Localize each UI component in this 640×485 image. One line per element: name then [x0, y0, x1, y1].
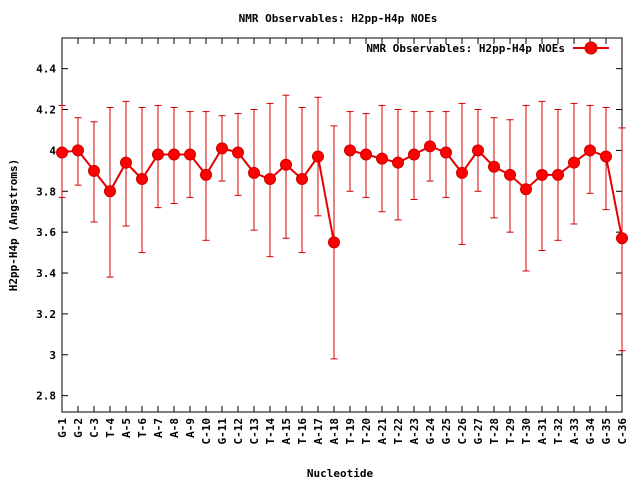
data-point — [552, 168, 564, 181]
x-tick-label: G-27 — [472, 418, 485, 445]
x-tick-label: G-11 — [216, 418, 229, 445]
x-tick-label: A-23 — [408, 418, 421, 445]
x-axis-ticks: G-1 G-2 C-3 T-4 A-5 T-6 A-7 A-8 A-9 C-10 G-11 C-12 C… — [56, 38, 629, 445]
y-tick-label: 4.4 — [36, 63, 56, 76]
x-tick-label: A-7 — [152, 418, 165, 438]
x-tick-label: C-3 — [88, 418, 101, 438]
data-point — [312, 150, 324, 163]
data-points — [56, 140, 628, 249]
x-tick-label: A-33 — [568, 418, 581, 445]
y-tick-label: 3.2 — [36, 308, 56, 321]
data-point — [264, 173, 276, 186]
data-point — [56, 146, 68, 159]
data-point — [568, 156, 580, 169]
series-line-segment — [61, 147, 335, 243]
data-point — [216, 142, 228, 155]
y-tick-label: 4.2 — [36, 104, 56, 117]
data-point — [88, 164, 100, 177]
x-tick-label: T-32 — [552, 418, 565, 445]
x-tick-label: T-16 — [296, 418, 309, 445]
data-point — [392, 156, 404, 169]
y-axis-ticks: 2.8 3 3.2 3.4 3.6 3.8 4 4.2 4.4 — [36, 63, 622, 403]
x-tick-label: T-14 — [264, 418, 277, 445]
data-point — [104, 185, 116, 198]
x-tick-label: G-24 — [424, 418, 437, 445]
plot-frame — [61, 37, 623, 413]
data-point — [584, 144, 596, 157]
x-tick-label: T-28 — [488, 418, 501, 445]
data-point — [152, 148, 164, 161]
data-point — [408, 148, 420, 161]
data-point — [504, 168, 516, 181]
data-point — [440, 146, 452, 159]
data-point — [328, 236, 340, 249]
x-tick-label: T-20 — [360, 418, 373, 445]
data-point — [280, 158, 292, 171]
data-point — [120, 156, 132, 169]
x-tick-label: T-6 — [136, 418, 149, 438]
data-point — [616, 232, 628, 245]
x-tick-label: A-5 — [120, 418, 133, 438]
data-point — [424, 140, 436, 153]
x-tick-label: T-19 — [344, 418, 357, 445]
x-tick-label: T-30 — [520, 418, 533, 445]
legend-marker — [584, 41, 598, 55]
y-tick-label: 2.8 — [36, 390, 56, 403]
data-point — [360, 148, 372, 161]
error-bars — [58, 94, 626, 360]
x-tick-label: C-26 — [456, 418, 469, 445]
legend: NMR Observables: H2pp-H4p NOEs — [366, 41, 609, 55]
y-axis-label: H2pp-H4p (Angstroms) — [7, 159, 20, 291]
legend-label: NMR Observables: H2pp-H4p NOEs — [366, 42, 565, 55]
data-point — [344, 144, 356, 157]
x-tick-label: G-35 — [600, 418, 613, 445]
data-point — [520, 183, 532, 196]
data-point — [488, 160, 500, 173]
y-tick-label: 3.8 — [36, 185, 56, 198]
y-tick-label: 3.4 — [36, 267, 56, 280]
data-point — [296, 173, 308, 186]
x-tick-label: T-22 — [392, 418, 405, 445]
x-tick-label: A-17 — [312, 418, 325, 445]
x-tick-label: A-8 — [168, 418, 181, 438]
x-tick-label: C-10 — [200, 418, 213, 445]
x-tick-label: C-36 — [616, 418, 629, 445]
data-point — [232, 146, 244, 159]
x-tick-label: A-31 — [536, 418, 549, 445]
y-tick-label: 3.6 — [36, 226, 56, 239]
x-tick-label: T-4 — [104, 418, 117, 438]
x-tick-label: G-25 — [440, 418, 453, 445]
data-point — [136, 173, 148, 186]
data-point — [184, 148, 196, 161]
data-point — [536, 168, 548, 181]
x-tick-label: C-12 — [232, 418, 245, 445]
x-tick-label: C-13 — [248, 418, 261, 445]
x-tick-label: G-2 — [72, 418, 85, 438]
y-tick-label: 4 — [49, 144, 56, 157]
data-point — [168, 148, 180, 161]
x-tick-label: T-29 — [504, 418, 517, 445]
series-lines — [61, 145, 623, 243]
data-point — [456, 166, 468, 179]
x-tick-label: A-9 — [184, 418, 197, 438]
y-tick-label: 3 — [49, 349, 56, 362]
x-tick-label: G-1 — [56, 418, 69, 438]
data-point — [376, 152, 388, 165]
data-point — [600, 150, 612, 163]
data-point — [72, 144, 84, 157]
chart-title: NMR Observables: H2pp-H4p NOEs — [239, 12, 438, 25]
x-tick-label: G-34 — [584, 418, 597, 445]
x-tick-label: A-18 — [328, 418, 341, 445]
data-point — [248, 166, 260, 179]
x-tick-label: A-21 — [376, 418, 389, 445]
data-point — [472, 144, 484, 157]
x-axis-label: Nucleotide — [307, 467, 374, 480]
series-line-segment — [349, 145, 623, 239]
data-point — [200, 168, 212, 181]
x-tick-label: A-15 — [280, 418, 293, 445]
